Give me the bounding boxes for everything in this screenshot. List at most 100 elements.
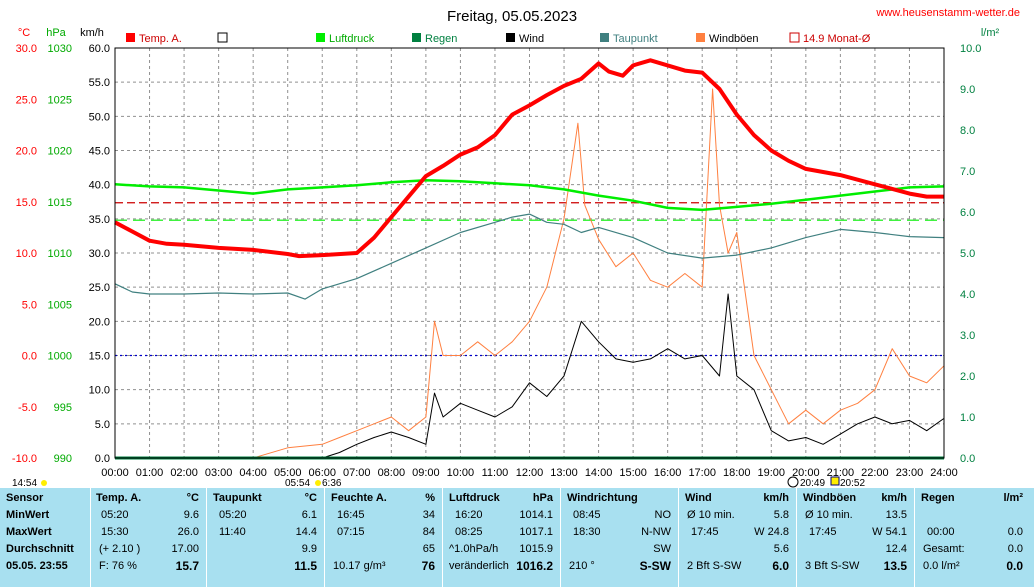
pressure-tick-label: 1015 bbox=[48, 197, 72, 209]
windrichtung-max: N-NW bbox=[641, 526, 671, 538]
temp-trend: (+ 2.10 ) bbox=[99, 543, 141, 555]
windboeen-unit: km/h bbox=[881, 492, 907, 504]
time-tick-label: 12:00 bbox=[516, 467, 544, 479]
time-tick-label: 22:00 bbox=[861, 467, 889, 479]
speed-tick-label: 60.0 bbox=[89, 43, 110, 55]
pressure-tick-label: 1030 bbox=[48, 43, 72, 55]
feuchte-min: 34 bbox=[422, 509, 435, 521]
time-tick-label: 08:00 bbox=[378, 467, 406, 479]
col-temp: Temp. A. °C 05:20 15:30 (+ 2.10 ) F: 76 … bbox=[90, 488, 207, 587]
rain-tick-label: 2.0 bbox=[960, 371, 975, 383]
legend-label: Regen bbox=[425, 33, 457, 45]
col-windrichtung: Windrichtung 08:45 18:30 210 ° NO N-NW S… bbox=[560, 488, 679, 587]
dewpoint-line bbox=[114, 213, 945, 300]
wind-max-time: 17:45 bbox=[691, 526, 719, 538]
feuchte-current: 76 bbox=[421, 559, 435, 573]
legend-swatch bbox=[217, 32, 228, 43]
pressure-tick-label: 1025 bbox=[48, 94, 72, 106]
pressure-tick-label: 990 bbox=[54, 453, 72, 465]
luftdruck-current: 1016.2 bbox=[516, 559, 553, 573]
sun-events: 14:54 05:54 6:36 20:49 20:52 bbox=[12, 476, 865, 488]
taupunkt-header: Taupunkt bbox=[213, 492, 262, 504]
pressure-tick-label: 1000 bbox=[48, 351, 72, 363]
time-tick-label: 09:00 bbox=[412, 467, 440, 479]
windboeen-max-time: 17:45 bbox=[809, 526, 837, 538]
temp-unit: °C bbox=[186, 492, 199, 504]
feuchte-min-time: 16:45 bbox=[337, 509, 365, 521]
time-tick-label: 05:00 bbox=[274, 467, 302, 479]
temp-tick-label: 30.0 bbox=[16, 43, 37, 55]
windrichtung-current: S-SW bbox=[639, 559, 671, 573]
temp-tick-label: -10.0 bbox=[12, 453, 37, 465]
luftdruck-header: Luftdruck bbox=[449, 492, 500, 504]
windboeen-current: 13.5 bbox=[883, 559, 907, 573]
unit-speed: km/h bbox=[80, 27, 104, 39]
sunrise-label: 05:54 bbox=[285, 478, 310, 488]
row-label: MinWert bbox=[6, 509, 50, 521]
time-tick-label: 13:00 bbox=[550, 467, 578, 479]
speed-tick-label: 35.0 bbox=[89, 214, 110, 226]
regen-max-time: 00:00 bbox=[927, 526, 955, 538]
feuchte-max-time: 07:15 bbox=[337, 526, 365, 538]
rain-tick-label: 8.0 bbox=[960, 125, 975, 137]
stats-table: Sensor MinWert MaxWert Durchschnitt 05.0… bbox=[0, 488, 1034, 587]
sunrise-b-label: 6:36 bbox=[322, 478, 342, 488]
row-label: Durchschnitt bbox=[6, 543, 74, 555]
windboeen-min-label: Ø 10 min. bbox=[805, 509, 853, 521]
temperature-line bbox=[114, 58, 944, 259]
pressure-tick-label: 1010 bbox=[48, 248, 72, 260]
windrichtung-header: Windrichtung bbox=[567, 492, 638, 504]
regen-header: Regen bbox=[921, 492, 955, 504]
luftdruck-tendency: veränderlich bbox=[449, 560, 509, 572]
legend-swatch bbox=[126, 33, 135, 42]
temp-max-time: 15:30 bbox=[101, 526, 129, 538]
time-tick-label: 21:00 bbox=[827, 467, 855, 479]
time-tick-label: 15:00 bbox=[619, 467, 647, 479]
windrichtung-min: NO bbox=[654, 509, 672, 521]
speed-tick-label: 45.0 bbox=[89, 146, 110, 158]
time-tick-label: 18:00 bbox=[723, 467, 751, 479]
speed-tick-label: 30.0 bbox=[89, 248, 110, 260]
legend-swatch bbox=[316, 33, 325, 42]
temp-min-time: 05:20 bbox=[101, 509, 129, 521]
taupunkt-min: 6.1 bbox=[301, 509, 317, 521]
row-label: 05.05. 23:55 bbox=[6, 560, 68, 572]
wind-line bbox=[115, 293, 945, 459]
pressure-tick-label: 995 bbox=[54, 402, 72, 414]
taupunkt-max-time: 11:40 bbox=[219, 526, 246, 538]
website-label[interactable]: www.heusenstamm-wetter.de bbox=[875, 7, 1020, 19]
luftdruck-min-time: 16:20 bbox=[455, 509, 483, 521]
legend-swatch bbox=[412, 33, 421, 42]
time-tick-label: 00:00 bbox=[101, 467, 129, 479]
speed-tick-label: 10.0 bbox=[89, 385, 110, 397]
wind-current: 6.0 bbox=[772, 559, 789, 573]
unit-pressure: hPa bbox=[46, 27, 66, 39]
rain-tick-label: 9.0 bbox=[960, 84, 975, 96]
feuchte-avg: 65 bbox=[422, 543, 435, 555]
unit-rain: l/m² bbox=[981, 27, 1000, 39]
taupunkt-min-time: 05:20 bbox=[219, 509, 247, 521]
temp-avg: 17.00 bbox=[171, 543, 199, 555]
sensor-header: Sensor bbox=[6, 492, 44, 504]
plot-frame bbox=[114, 47, 945, 459]
windboeen-header: Windböen bbox=[803, 492, 857, 504]
col-sensor: Sensor MinWert MaxWert Durchschnitt 05.0… bbox=[0, 488, 90, 587]
legend-label: Taupunkt bbox=[613, 33, 658, 45]
moon-icon bbox=[787, 476, 799, 488]
moon-time-label: 20:49 bbox=[800, 478, 825, 488]
legend-label: 14.9 Monat-Ø bbox=[803, 33, 871, 45]
temp-tick-label: 15.0 bbox=[16, 197, 37, 209]
time-tick-label: 11:00 bbox=[482, 467, 509, 479]
legend-swatch bbox=[506, 33, 515, 42]
wind-min: 5.8 bbox=[773, 509, 789, 521]
speed-tick-label: 15.0 bbox=[89, 351, 110, 363]
time-tick-label: 16:00 bbox=[654, 467, 682, 479]
wind-avg: 5.6 bbox=[773, 543, 789, 555]
regen-unit: l/m² bbox=[1003, 492, 1023, 504]
regen-total: 0.0 bbox=[1007, 543, 1023, 555]
time-tick-label: 10:00 bbox=[447, 467, 475, 479]
pressure-tick-label: 1020 bbox=[48, 146, 72, 158]
wind-unit: km/h bbox=[763, 492, 789, 504]
weather-chart: Freitag, 05.05.2023 www.heusenstamm-wett… bbox=[12, 7, 1020, 488]
time-tick-label: 01:00 bbox=[136, 467, 164, 479]
